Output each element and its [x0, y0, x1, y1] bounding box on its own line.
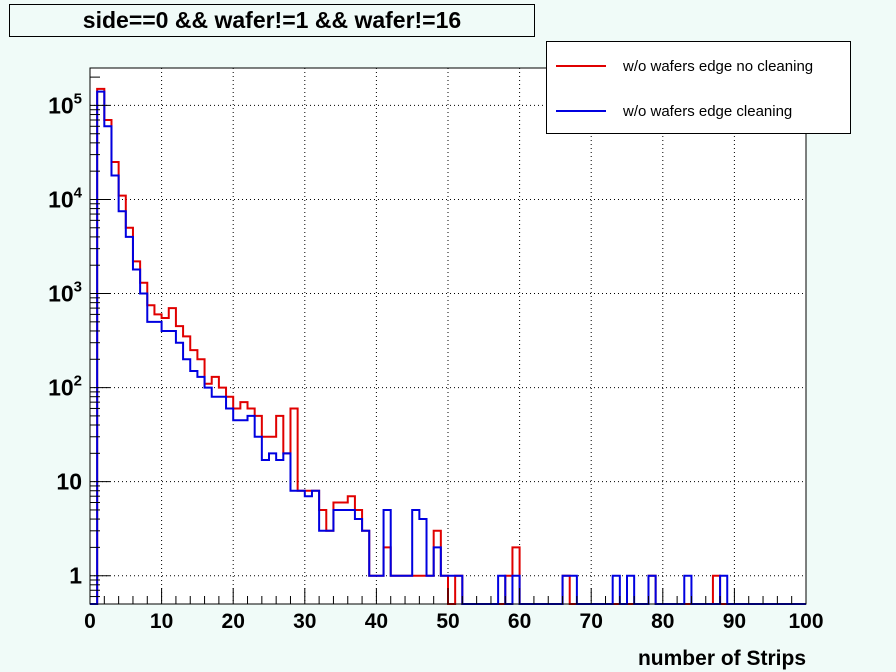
x-tick-label: 40: [365, 610, 388, 633]
legend-swatch-red: [556, 65, 606, 67]
x-tick-label: 80: [651, 610, 674, 633]
legend-entry-no-cleaning: w/o wafers edge no cleaning: [547, 51, 850, 81]
legend-label: w/o wafers edge no cleaning: [623, 57, 814, 75]
x-tick-label: 90: [723, 610, 746, 633]
legend-swatch-blue: [556, 110, 606, 112]
legend-entry-cleaning: w/o wafers edge cleaning: [547, 96, 850, 126]
chart-title: side==0 && wafer!=1 && wafer!=16: [9, 4, 535, 37]
x-tick-label: 30: [293, 610, 316, 633]
series-group: [90, 87, 806, 605]
x-tick-label: 70: [580, 610, 603, 633]
x-tick-label: 100: [788, 610, 823, 633]
y-tick-label: 1: [69, 563, 82, 589]
x-axis-label: number of Strips: [638, 647, 806, 670]
x-tick-label: 20: [222, 610, 245, 633]
y-tick-label: 10: [56, 469, 82, 495]
series-cleaning-line: [90, 90, 806, 605]
y-tick-label: 102: [48, 373, 82, 401]
y-tick-label: 103: [48, 279, 82, 307]
x-tick-label: 50: [436, 610, 459, 633]
legend: w/o wafers edge no cleaning w/o wafers e…: [546, 41, 851, 134]
x-tick-label: 10: [150, 610, 173, 633]
y-tick-label: 105: [48, 90, 82, 118]
legend-label: w/o wafers edge cleaning: [623, 102, 793, 120]
x-tick-label: 60: [508, 610, 531, 633]
y-tick-label: 104: [48, 184, 83, 212]
x-tick-label: 0: [84, 610, 96, 633]
